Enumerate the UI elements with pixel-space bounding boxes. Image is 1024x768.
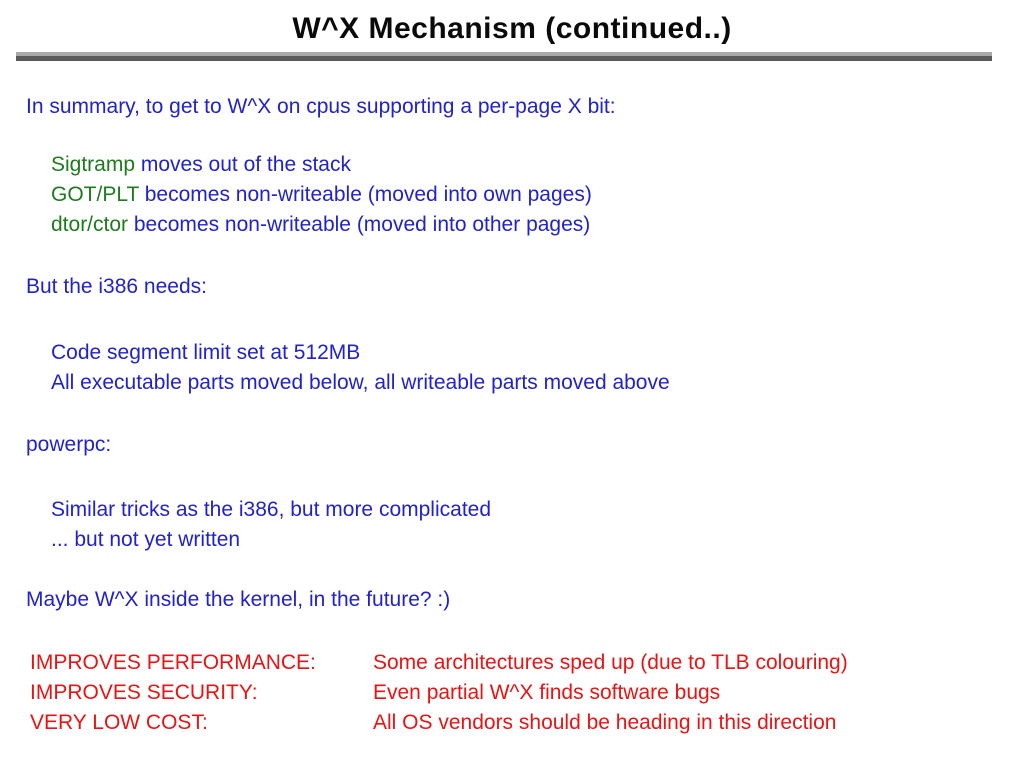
intro-line: In summary, to get to W^X on cpus suppor… xyxy=(26,95,616,118)
intro-item-sigtramp: Sigtramp moves out of the stack xyxy=(51,150,351,180)
powerpc-item-not-written: ... but not yet written xyxy=(51,528,241,551)
benefit-cost-label: VERY LOW COST: xyxy=(30,711,208,734)
benefit-performance-text: Some architectures sped up (due to TLB c… xyxy=(373,651,848,674)
intro-item-gotplt-rest: becomes non-writeable (moved into own pa… xyxy=(138,183,592,206)
benefit-performance-label: IMPROVES PERFORMANCE: xyxy=(30,651,316,674)
benefit-row-performance: IMPROVES PERFORMANCE: Some architectures… xyxy=(30,648,848,678)
benefit-row-cost: VERY LOW COST: All OS vendors should be … xyxy=(30,708,836,738)
kernel-note: Maybe W^X inside the kernel, in the futu… xyxy=(26,588,451,611)
intro-item-sigtramp-term: Sigtramp xyxy=(51,153,136,176)
intro-item-dtorctor-term: dtor/ctor xyxy=(51,213,129,236)
benefit-row-security: IMPROVES SECURITY: Even partial W^X find… xyxy=(30,678,720,708)
title-divider xyxy=(16,52,992,61)
benefit-cost-text: All OS vendors should be heading in this… xyxy=(373,711,837,734)
benefit-security-label: IMPROVES SECURITY: xyxy=(30,681,258,704)
benefit-security-text: Even partial W^X finds software bugs xyxy=(373,681,721,704)
powerpc-item-similar-tricks: Similar tricks as the i386, but more com… xyxy=(51,498,492,521)
i386-item-segment-limit: Code segment limit set at 512MB xyxy=(51,341,361,364)
page-title: W^X Mechanism (continued..) xyxy=(292,12,732,45)
intro-item-gotplt-term: GOT/PLT xyxy=(51,183,139,206)
intro-item-dtorctor-rest: becomes non-writeable (moved into other … xyxy=(128,213,591,236)
intro-item-gotplt: GOT/PLT becomes non-writeable (moved int… xyxy=(51,180,592,210)
i386-heading: But the i386 needs: xyxy=(26,275,207,298)
intro-item-dtorctor: dtor/ctor becomes non-writeable (moved i… xyxy=(51,210,590,240)
powerpc-heading: powerpc: xyxy=(26,433,112,456)
intro-item-sigtramp-rest: moves out of the stack xyxy=(135,153,351,176)
i386-item-parts-moved: All executable parts moved below, all wr… xyxy=(51,371,670,394)
